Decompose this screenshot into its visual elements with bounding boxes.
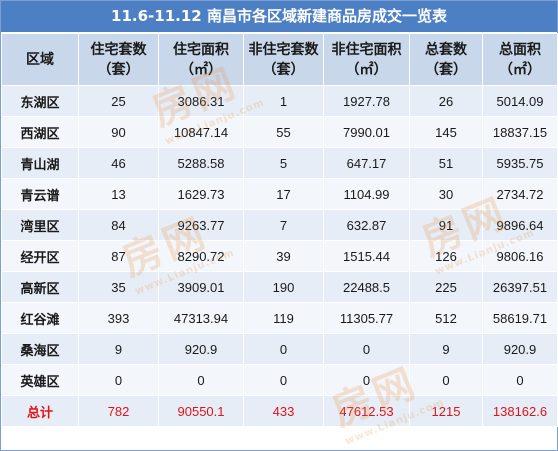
cell-value: 0 [409,364,483,396]
cell-value: 0 [78,364,159,396]
cell-value: 126 [409,240,483,272]
table-row: 经开区 87 8290.72 39 1515.44 126 9806.16 [1,240,558,272]
cell-total-value: 433 [243,395,324,427]
table-row: 西湖区 90 10847.14 55 7990.01 145 18837.15 [1,116,558,148]
cell-value: 90 [78,116,159,148]
cell-value: 51 [409,147,483,179]
cell-value: 11305.77 [323,302,410,334]
cell-value: 17 [243,178,324,210]
header-district: 区域 [1,33,79,86]
cell-value: 9 [409,333,483,365]
cell-district: 青山湖 [1,147,79,179]
cell-value: 26397.51 [482,271,558,303]
header-residential-area: 住宅面积（㎡） [158,33,244,86]
cell-value: 0 [243,333,324,365]
cell-value: 7990.01 [323,116,410,148]
cell-value: 22488.5 [323,271,410,303]
cell-value: 1629.73 [158,178,244,210]
cell-district: 红谷滩 [1,302,79,334]
sales-table: 区域 住宅套数（套） 住宅面积（㎡） 非住宅套数（套） 非住宅面积（㎡） 总套数… [1,33,558,427]
cell-value: 55 [243,116,324,148]
table-row: 青云谱 13 1629.73 17 1104.99 30 2734.72 [1,178,558,210]
cell-value: 9 [78,333,159,365]
cell-value: 2734.72 [482,178,558,210]
cell-value: 0 [323,333,410,365]
table-row: 东湖区 25 3086.31 1 1927.78 26 5014.09 [1,85,558,117]
cell-value: 920.9 [158,333,244,365]
cell-total-value: 47612.53 [323,395,410,427]
cell-value: 632.87 [323,209,410,241]
header-total-area: 总面积（㎡） [482,33,558,86]
header-total-units: 总套数（套） [409,33,483,86]
cell-value: 3086.31 [158,85,244,117]
cell-value: 8290.72 [158,240,244,272]
cell-value: 5935.75 [482,147,558,179]
cell-value: 5288.58 [158,147,244,179]
cell-value: 1927.78 [323,85,410,117]
cell-value: 26 [409,85,483,117]
header-nonresidential-area: 非住宅面积（㎡） [323,33,410,86]
cell-value: 10847.14 [158,116,244,148]
cell-value: 119 [243,302,324,334]
table-row: 湾里区 84 9263.77 7 632.87 91 9896.64 [1,209,558,241]
cell-value: 0 [158,364,244,396]
cell-total-value: 1215 [409,395,483,427]
cell-district: 英雄区 [1,364,79,396]
cell-district: 桑海区 [1,333,79,365]
cell-value: 91 [409,209,483,241]
cell-value: 9263.77 [158,209,244,241]
cell-value: 5014.09 [482,85,558,117]
cell-value: 84 [78,209,159,241]
table-row: 英雄区 0 0 0 0 0 0 [1,364,558,396]
cell-value: 30 [409,178,483,210]
cell-total-value: 90550.1 [158,395,244,427]
cell-district: 西湖区 [1,116,79,148]
cell-value: 3909.01 [158,271,244,303]
cell-value: 0 [243,364,324,396]
cell-value: 58619.71 [482,302,558,334]
cell-value: 39 [243,240,324,272]
cell-value: 920.9 [482,333,558,365]
table-row: 青山湖 46 5288.58 5 647.17 51 5935.75 [1,147,558,179]
header-nonresidential-units: 非住宅套数（套） [243,33,324,86]
cell-value: 35 [78,271,159,303]
cell-total-value: 782 [78,395,159,427]
cell-value: 5 [243,147,324,179]
table-title: 11.6-11.12 南昌市各区域新建商品房成交一览表 [1,1,557,33]
cell-value: 9806.16 [482,240,558,272]
cell-value: 145 [409,116,483,148]
cell-district: 高新区 [1,271,79,303]
cell-value: 225 [409,271,483,303]
cell-value: 393 [78,302,159,334]
cell-district: 青云谱 [1,178,79,210]
header-row: 区域 住宅套数（套） 住宅面积（㎡） 非住宅套数（套） 非住宅面积（㎡） 总套数… [1,33,558,86]
cell-value: 1104.99 [323,178,410,210]
cell-total-value: 138162.6 [482,395,558,427]
cell-district: 经开区 [1,240,79,272]
cell-value: 0 [482,364,558,396]
cell-value: 7 [243,209,324,241]
cell-district: 湾里区 [1,209,79,241]
cell-value: 13 [78,178,159,210]
table-row: 桑海区 9 920.9 0 0 9 920.9 [1,333,558,365]
cell-value: 9896.64 [482,209,558,241]
cell-value: 25 [78,85,159,117]
cell-total-label: 总计 [1,395,79,427]
cell-district: 东湖区 [1,85,79,117]
cell-value: 87 [78,240,159,272]
table-row: 红谷滩 393 47313.94 119 11305.77 512 58619.… [1,302,558,334]
cell-value: 647.17 [323,147,410,179]
cell-value: 512 [409,302,483,334]
cell-value: 190 [243,271,324,303]
cell-value: 47313.94 [158,302,244,334]
cell-value: 18837.15 [482,116,558,148]
total-row: 总计 782 90550.1 433 47612.53 1215 138162.… [1,395,558,427]
cell-value: 1515.44 [323,240,410,272]
cell-value: 46 [78,147,159,179]
header-residential-units: 住宅套数（套） [78,33,159,86]
table-row: 高新区 35 3909.01 190 22488.5 225 26397.51 [1,271,558,303]
cell-value: 0 [323,364,410,396]
cell-value: 1 [243,85,324,117]
